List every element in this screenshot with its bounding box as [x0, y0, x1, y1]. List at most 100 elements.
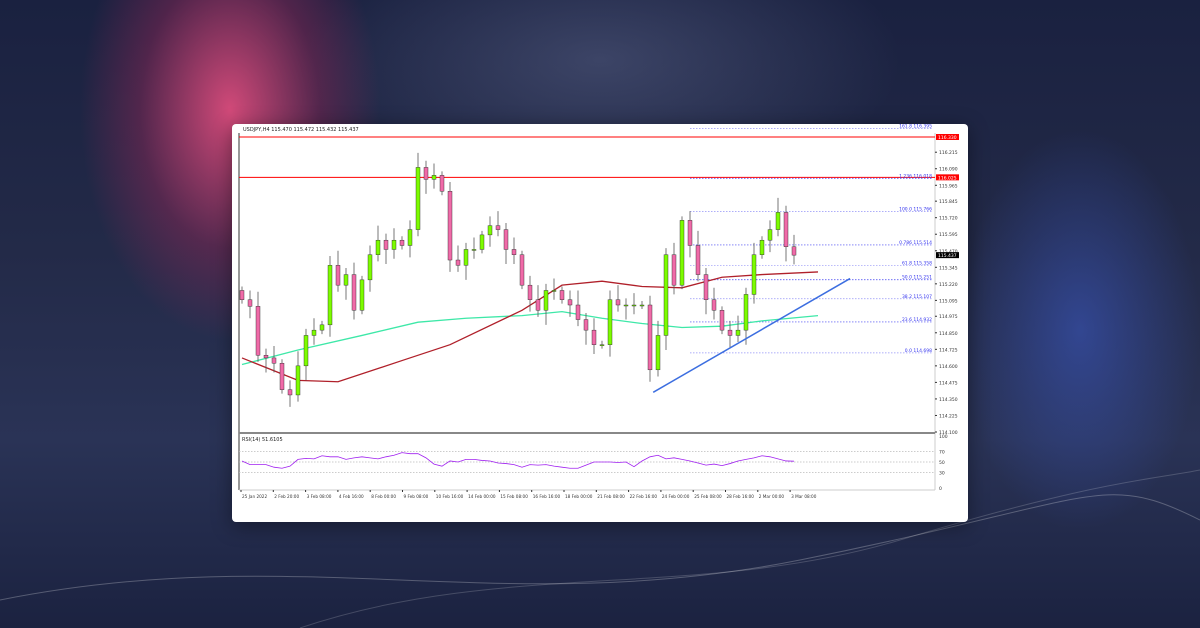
x-tick-label: 22 Feb 16:00 — [630, 494, 658, 499]
y-tick-label: 114.350 — [939, 397, 958, 403]
candle-bearish — [575, 304, 581, 320]
y-tick-label: 115.220 — [939, 282, 958, 288]
y-tick-label: 116.215 — [939, 150, 958, 156]
candle-bearish — [567, 299, 573, 306]
x-tick-label: 2 Feb 20:00 — [274, 494, 299, 499]
candle-bullish — [679, 220, 685, 286]
candle-bullish — [775, 212, 781, 230]
current-price-tag — [936, 252, 959, 259]
y-tick-label: 114.100 — [939, 430, 958, 436]
chart-header: USDJPY,H4 115.470 115.472 115.432 115.43… — [243, 127, 359, 133]
x-tick-label: 24 Feb 00:00 — [662, 494, 690, 499]
candle-bullish — [407, 229, 413, 246]
candle-bearish — [383, 239, 389, 250]
candle-bullish — [471, 249, 477, 251]
fib-level-label: 161.8 116.395 — [899, 124, 932, 129]
moving-average-red — [241, 271, 819, 383]
y-tick-label: 114.225 — [939, 413, 958, 419]
x-tick-label: 25 Feb 08:00 — [694, 494, 722, 499]
y-tick-label: 116.090 — [939, 167, 958, 173]
rsi-axis-label: 50 — [939, 460, 945, 466]
candle-bearish — [711, 299, 717, 311]
rsi-axis-label: 100 — [939, 434, 948, 440]
candle-bearish — [591, 329, 597, 345]
candle-bullish — [463, 249, 469, 266]
x-tick-label: 21 Feb 08:00 — [597, 494, 625, 499]
candle-bearish — [703, 274, 709, 300]
candle-bullish — [359, 279, 365, 311]
y-tick-label: 115.845 — [939, 199, 958, 205]
candle-bullish — [751, 254, 757, 295]
candle-bearish — [287, 389, 293, 396]
candle-bullish — [327, 265, 333, 326]
candle-bearish — [271, 357, 277, 364]
trendline — [652, 277, 851, 393]
candle-bullish — [391, 239, 397, 250]
y-tick-label: 115.965 — [939, 183, 958, 189]
candle-bullish — [735, 329, 741, 336]
x-tick-label: 15 Feb 08:00 — [500, 494, 528, 499]
candle-bearish — [399, 239, 405, 246]
candle-bearish — [423, 167, 429, 180]
candle-bullish — [551, 290, 557, 292]
x-tick-label: 3 Feb 08:00 — [307, 494, 332, 499]
candle-bearish — [335, 265, 341, 286]
x-tick-label: 25 Jan 2022 — [242, 494, 267, 499]
candle-bullish — [319, 324, 325, 331]
candle-bearish — [511, 249, 517, 255]
x-tick-label: 2 Mar 00:00 — [759, 494, 785, 499]
x-tick-label: 4 Feb 16:00 — [339, 494, 364, 499]
candle-bearish — [447, 191, 453, 261]
candle-bullish — [663, 254, 669, 336]
price-tag-label: 116.025 — [938, 175, 957, 181]
candle-bullish — [367, 254, 373, 281]
y-tick-label: 114.975 — [939, 314, 958, 320]
candle-bearish — [535, 299, 541, 311]
candle-bullish — [487, 225, 493, 236]
rsi-line — [241, 452, 795, 469]
candle-bearish — [495, 225, 501, 230]
y-tick-label: 114.475 — [939, 380, 958, 386]
fib-level-label: 61.8 115.358 — [902, 261, 932, 267]
fib-level-label: 0.786 115.514 — [899, 240, 932, 246]
candle-bullish — [655, 335, 661, 371]
x-tick-label: 28 Feb 16:00 — [727, 494, 755, 499]
candle-bullish — [311, 329, 317, 336]
candle-bearish — [783, 212, 789, 247]
candle-bearish — [247, 299, 253, 307]
fib-level-label: 50.0 115.251 — [902, 275, 932, 281]
candle-bearish — [647, 304, 653, 371]
price-tag — [936, 174, 959, 181]
x-tick-label: 8 Feb 00:00 — [371, 494, 396, 499]
candle-bearish — [239, 290, 245, 300]
candle-bearish — [615, 299, 621, 306]
y-tick-label: 114.725 — [939, 347, 958, 353]
y-tick-label: 115.095 — [939, 298, 958, 304]
candle-bearish — [503, 229, 509, 250]
y-tick-label: 115.595 — [939, 232, 958, 238]
fib-level-label: 100.0 115.766 — [899, 207, 932, 213]
candle-bullish — [295, 365, 301, 396]
y-tick-label: 115.345 — [939, 265, 958, 271]
fib-level-label: 1.236 116.018 — [899, 173, 932, 179]
fib-level-label: 0.0 114.698 — [905, 348, 932, 354]
candle-bullish — [767, 229, 773, 241]
x-tick-label: 3 Mar 08:00 — [791, 494, 817, 499]
candle-bearish — [455, 259, 461, 266]
x-tick-label: 16 Feb 16:00 — [533, 494, 561, 499]
candle-bearish — [727, 329, 733, 336]
x-tick-label: 10 Feb 16:00 — [436, 494, 464, 499]
y-tick-label: 115.720 — [939, 216, 958, 222]
candle-bearish — [263, 355, 269, 359]
candle-bearish — [583, 319, 589, 331]
candle-bullish — [303, 335, 309, 367]
pane-separator — [239, 432, 935, 434]
chart-card: 116.215 116.090 115.965 115.845 115.720 115.5… — [232, 124, 968, 522]
candle-bearish — [255, 306, 261, 356]
candle-bullish — [743, 294, 749, 331]
candle-bullish — [759, 239, 765, 255]
candle-bearish — [351, 274, 357, 311]
usdjpy-chart: 116.215 116.090 115.965 115.845 115.720 115.5… — [238, 124, 959, 499]
candle-bearish — [719, 310, 725, 331]
candle-bullish — [431, 175, 437, 180]
